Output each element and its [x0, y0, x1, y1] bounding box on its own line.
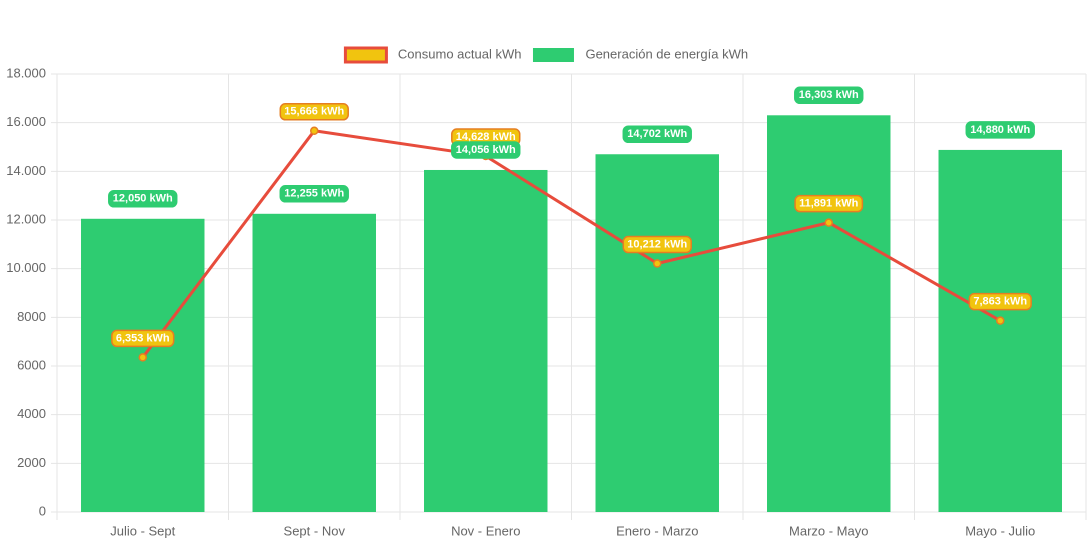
data-label: 15,666 kWh: [279, 103, 349, 121]
y-tick-label: 0: [39, 503, 46, 518]
data-label-box: [622, 235, 692, 254]
y-tick-label: 12.000: [6, 211, 46, 226]
y-tick-label: 18.000: [6, 65, 46, 80]
legend-label: Consumo actual kWh: [398, 46, 522, 61]
data-label-text: 10,212 kWh: [627, 238, 687, 250]
bar: [252, 213, 376, 513]
y-tick-label: 2000: [17, 455, 46, 470]
bar: [595, 154, 719, 512]
data-label-box: [968, 292, 1032, 311]
y-tick-label: 6000: [17, 357, 46, 372]
bar: [424, 169, 548, 512]
point: [138, 353, 147, 362]
data-label-text: 14,880 kWh: [970, 124, 1030, 136]
data-label-box: [965, 121, 1035, 139]
y-tick-label: 8000: [17, 309, 46, 324]
data-label-text: 16,303 kWh: [799, 89, 859, 101]
data-label-box: [279, 103, 349, 121]
data-label-box: [279, 185, 349, 203]
y-tick-label: 10.000: [6, 260, 46, 275]
line: [141, 129, 1001, 359]
legend-swatch: [532, 48, 574, 62]
y-tick-label: 16.000: [6, 114, 46, 129]
data-label-text: 14,702 kWh: [627, 128, 687, 140]
data-label: 12,255 kWh: [279, 185, 349, 203]
point: [310, 126, 319, 136]
x-tick-label: Nov - Enero: [451, 523, 520, 538]
point: [653, 259, 662, 268]
data-label: 6,353 kWh: [111, 329, 175, 348]
x-tick-label: Julio - Sept: [110, 523, 175, 538]
legend-label: Generación de energía kWh: [585, 46, 748, 61]
legend: Consumo actual kWh Generación de energía …: [343, 46, 748, 64]
data-label-box: [108, 190, 178, 208]
data-label-box: [794, 86, 864, 105]
y-tick-label: 14.000: [6, 163, 46, 178]
data-label: 14,056 kWh: [451, 141, 521, 159]
x-tick-label: Sept - Nov: [284, 523, 346, 538]
data-label: 10,212 kWh: [622, 235, 692, 254]
data-label-box: [794, 194, 864, 213]
data-label-text: 7,863 kWh: [973, 296, 1027, 308]
data-label-text: 12,255 kWh: [284, 188, 344, 200]
data-label-text: 12,050 kWh: [113, 193, 173, 205]
data-label: 11,891 kWh: [794, 194, 864, 213]
data-label-text: 15,666 kWh: [284, 106, 344, 118]
data-label-box: [622, 125, 692, 144]
grid: [51, 73, 1087, 520]
legend-swatch: [343, 46, 388, 64]
data-label-box: [111, 329, 175, 348]
data-label: 14,628 kWh: [451, 128, 521, 146]
data-label-text: 14,628 kWh: [456, 131, 516, 143]
x-tick-label: Marzo - Mayo: [789, 523, 868, 538]
data-label-text: 6,353 kWh: [116, 332, 170, 344]
point: [996, 316, 1005, 325]
bar: [81, 218, 205, 513]
x-tick-label: Mayo - Julio: [965, 523, 1035, 538]
data-label-text: 11,891 kWh: [799, 198, 859, 210]
y-tick-label: 4000: [17, 406, 46, 421]
point: [824, 218, 833, 227]
data-label: 12,050 kWh: [108, 190, 178, 208]
data-label-box: [451, 141, 521, 159]
data-label: 14,880 kWh: [965, 121, 1035, 139]
x-tick-label: Enero - Marzo: [616, 523, 698, 538]
bar: [767, 115, 891, 512]
data-label: 16,303 kWh: [794, 86, 864, 105]
data-label: 14,702 kWh: [622, 125, 692, 144]
bar: [938, 149, 1062, 513]
data-label: 7,863 kWh: [968, 292, 1032, 311]
data-label-text: 14,056 kWh: [456, 144, 516, 156]
